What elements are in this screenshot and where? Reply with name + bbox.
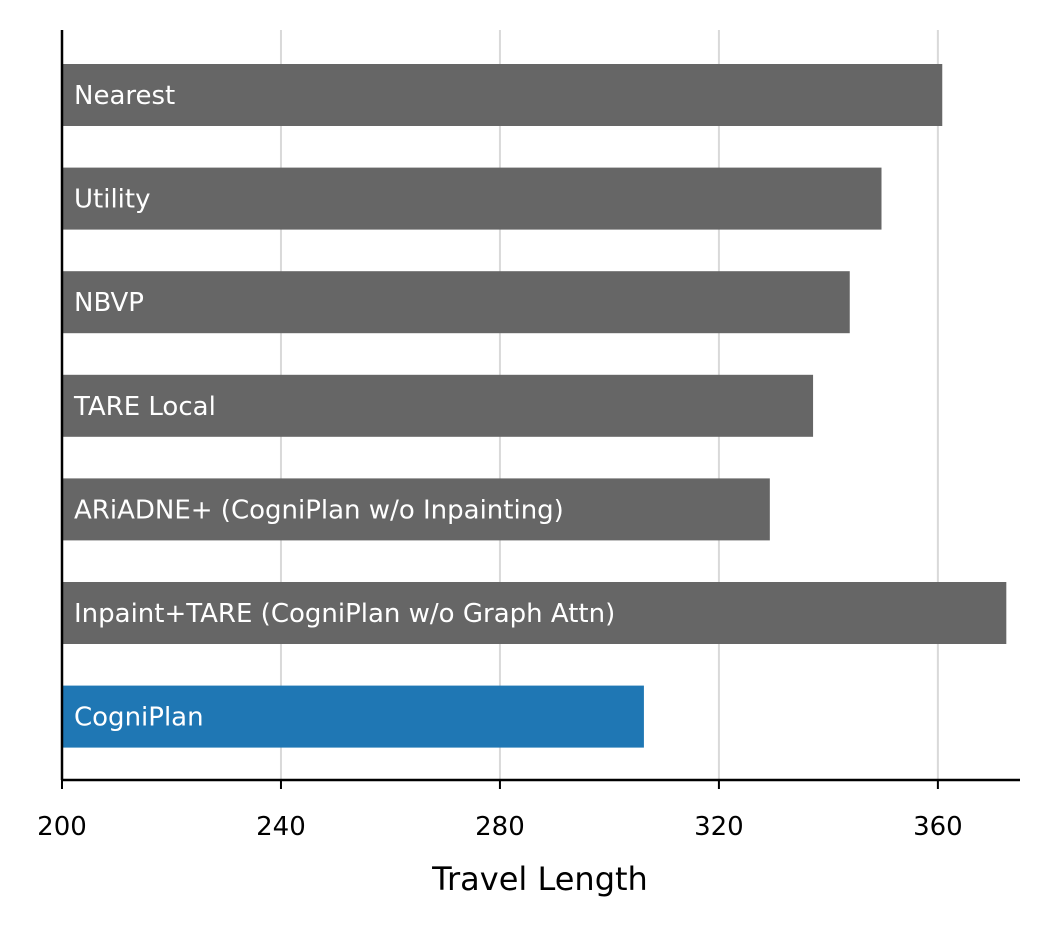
- axes: 200 240 280 320 360: [37, 30, 1020, 842]
- bars: Nearest Utility NBVP TARE Local ARiADNE+ (Co…: [62, 64, 1007, 748]
- bar-label-4: ARiADNE+ (CogniPlan w/o Inpainting): [74, 495, 564, 525]
- bar-label-1: Utility: [74, 185, 150, 215]
- bar-label-0: Nearest: [74, 81, 175, 111]
- bar-label-5: Inpaint+TARE (CogniPlan w/o Graph Attn): [74, 599, 615, 629]
- bar-5: [62, 582, 1007, 644]
- bar-4: [62, 478, 770, 541]
- bar-label-6: CogniPlan: [74, 703, 204, 733]
- x-tick-label-200: 200: [37, 812, 87, 842]
- bar-label-3: TARE Local: [73, 392, 216, 422]
- bar-6: [62, 685, 644, 748]
- bar-0: [62, 64, 943, 126]
- x-tick-label-240: 240: [256, 812, 306, 842]
- x-tick-label-320: 320: [694, 812, 744, 842]
- x-tick-label-360: 360: [913, 812, 963, 842]
- bar-3: [62, 374, 814, 437]
- x-axis-title: Travel Length: [431, 860, 648, 898]
- bar-1: [62, 167, 882, 230]
- x-tick-label-280: 280: [475, 812, 525, 842]
- bar-2: [62, 271, 850, 334]
- bar-label-2: NBVP: [74, 288, 144, 318]
